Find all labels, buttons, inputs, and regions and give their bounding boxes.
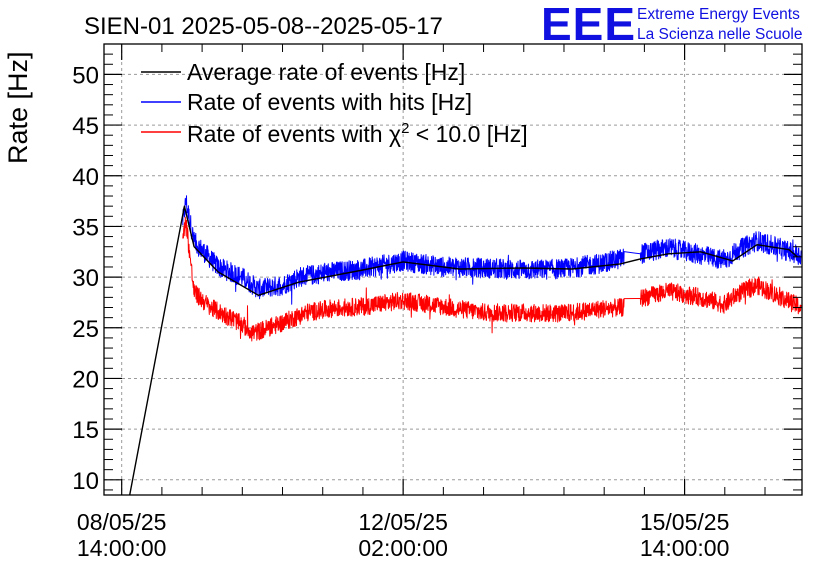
series-line-2 <box>182 216 802 342</box>
x-tick-label-time: 14:00:00 <box>640 535 730 561</box>
legend-label-average: Average rate of events [Hz] <box>187 59 465 85</box>
y-tick-label: 35 <box>72 214 99 241</box>
y-tick-label: 30 <box>72 265 99 292</box>
legend-label-chi2-suffix: < 10.0 [Hz] <box>409 121 527 147</box>
plot-frame <box>103 43 803 496</box>
y-tick-label: 25 <box>72 316 99 343</box>
series-group <box>129 195 802 496</box>
legend-label-chi2: Rate of events with χ2 < 10.0 [Hz] <box>187 120 528 147</box>
x-tick-label-date: 08/05/25 <box>77 509 167 535</box>
y-tick-label: 10 <box>72 468 99 495</box>
eee-logo: EEE Extreme Energy Events La Scienza nel… <box>541 0 802 50</box>
logo-line-1: Extreme Energy Events <box>637 6 800 23</box>
chart-title: SIEN-01 2025-05-08--2025-05-17 <box>84 13 443 40</box>
grid <box>104 44 802 495</box>
x-tick-label-time: 14:00:00 <box>77 535 167 561</box>
legend-label-chi2-symbol: χ <box>389 121 401 147</box>
y-tick-label: 40 <box>72 164 99 191</box>
axis-ticks <box>104 43 802 495</box>
logo-line-2: La Scienza nelle Scuole <box>637 26 802 43</box>
legend-label-chi2-prefix: Rate of events with <box>187 121 389 147</box>
x-tick-label-time: 02:00:00 <box>358 535 448 561</box>
x-tick-labels: 08/05/2514:00:0012/05/2502:00:0015/05/25… <box>77 509 729 561</box>
x-tick-label-date: 15/05/25 <box>640 509 730 535</box>
y-tick-label: 45 <box>72 113 99 140</box>
logo-letters: EEE <box>541 0 636 50</box>
y-axis-label: Rate [Hz] <box>3 51 33 164</box>
series-line-0 <box>129 205 798 496</box>
legend-label-chi2-sup: 2 <box>401 120 409 137</box>
y-tick-label: 50 <box>72 62 99 89</box>
y-tick-labels: 10 15 20 25 30 35 40 45 50 <box>72 62 99 494</box>
legend-label-hits: Rate of events with hits [Hz] <box>187 89 472 115</box>
y-tick-label: 20 <box>72 366 99 393</box>
y-tick-label: 15 <box>72 417 99 444</box>
legend: Average rate of events [Hz] Rate of even… <box>141 59 528 147</box>
x-tick-label-date: 12/05/25 <box>358 509 448 535</box>
